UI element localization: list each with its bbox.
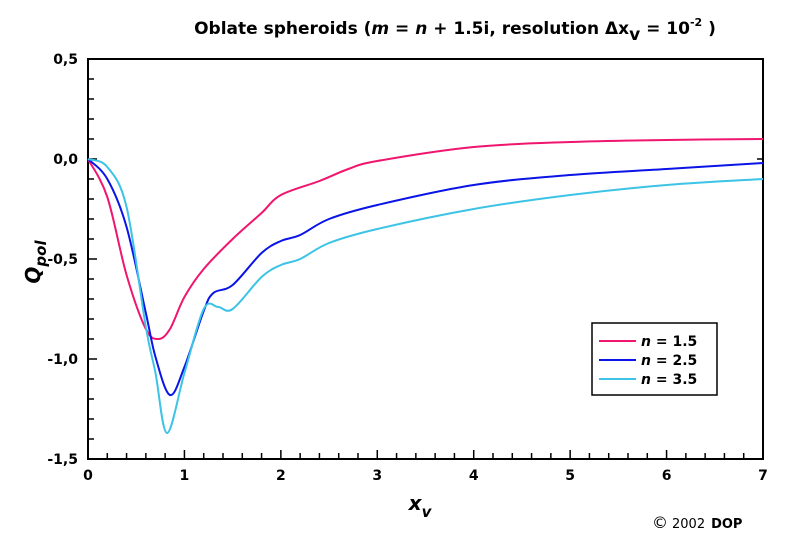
- legend-label: n = 3.5: [641, 372, 697, 388]
- y-tick-label: 0,0: [53, 152, 78, 168]
- x-tick-label: 2: [276, 468, 286, 484]
- series-lines: [87, 138, 764, 435]
- x-tick-label: 4: [469, 468, 479, 484]
- axes: 0,5 0,0 -0,5 -1,0 -1,5 0 1 2 3 4 5 6 7: [47, 52, 768, 484]
- y-tick-label: -0,5: [47, 252, 78, 268]
- x-tick-label: 0: [83, 468, 93, 484]
- y-tick-label: 0,5: [53, 52, 78, 68]
- legend: n = 1.5 n = 2.5 n = 3.5: [591, 322, 718, 396]
- x-tick-label: 5: [565, 468, 575, 484]
- copyright: © 2002 DOP: [652, 513, 742, 532]
- x-tick-label: 1: [180, 468, 190, 484]
- series-line-3: [87, 158, 764, 435]
- y-axis-label: Qpol: [21, 240, 50, 284]
- chart-title: Oblate spheroids (m = n + 1.5i, resoluti…: [194, 16, 716, 45]
- plot-frame: [87, 58, 764, 460]
- legend-label: n = 2.5: [641, 353, 697, 369]
- y-tick-label: -1,0: [47, 352, 78, 368]
- x-tick-label: 6: [662, 468, 672, 484]
- y-tick-label: -1,5: [47, 452, 78, 468]
- x-tick-label: 7: [758, 468, 768, 484]
- x-axis-label: xv: [408, 491, 433, 521]
- legend-label: n = 1.5: [641, 334, 697, 350]
- series-line-2: [87, 158, 764, 397]
- x-tick-label: 3: [372, 468, 382, 484]
